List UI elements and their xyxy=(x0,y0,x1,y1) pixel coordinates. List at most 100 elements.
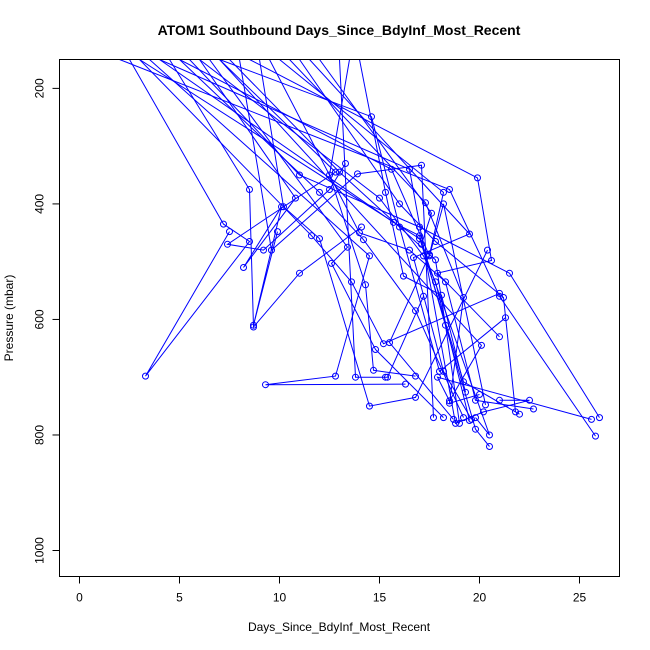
data-point xyxy=(382,373,389,381)
data-point xyxy=(410,254,417,262)
data-point xyxy=(460,414,467,422)
data-point xyxy=(506,269,513,277)
data-point xyxy=(486,443,493,450)
data-point xyxy=(440,414,447,422)
data-point xyxy=(438,291,445,299)
data-point xyxy=(428,209,435,217)
data-point xyxy=(332,168,339,176)
data-point xyxy=(500,294,507,301)
data-point xyxy=(484,246,491,254)
data-point xyxy=(496,289,503,297)
data-point xyxy=(406,246,413,254)
data-point xyxy=(360,236,367,244)
data-point xyxy=(472,425,479,433)
series-line-30 xyxy=(219,59,592,420)
x-axis-label: Days_Since_BdyInf_Most_Recent xyxy=(248,620,431,634)
series-line-13 xyxy=(239,59,434,418)
data-point xyxy=(354,170,361,178)
series-line-14 xyxy=(249,59,500,338)
data-point xyxy=(274,228,281,236)
data-point xyxy=(402,380,409,388)
data-point xyxy=(440,367,447,375)
data-point xyxy=(328,259,335,267)
data-point xyxy=(516,410,523,418)
data-point xyxy=(420,292,427,300)
data-point xyxy=(240,264,247,271)
data-point xyxy=(366,402,373,410)
data-point xyxy=(316,235,323,243)
series-line-12 xyxy=(229,59,460,424)
y-tick-label: 800 xyxy=(33,425,47,445)
data-point xyxy=(382,188,389,196)
data-point xyxy=(418,161,425,169)
x-tick-label: 15 xyxy=(373,591,387,605)
data-point xyxy=(142,372,149,380)
series-line-7 xyxy=(179,59,486,406)
series-line-28 xyxy=(159,59,490,447)
x-tick-label: 10 xyxy=(273,591,287,605)
y-tick-label: 600 xyxy=(33,309,47,329)
data-point xyxy=(326,186,333,193)
data-point xyxy=(260,246,267,254)
data-point xyxy=(432,256,439,264)
plot-frame xyxy=(59,59,620,577)
x-tick-label: 20 xyxy=(473,591,487,605)
data-point xyxy=(526,396,533,404)
data-point xyxy=(336,168,343,176)
data-point xyxy=(446,186,453,193)
data-point xyxy=(432,238,439,245)
series-layer xyxy=(119,59,603,450)
data-point xyxy=(406,165,413,173)
data-point xyxy=(370,366,377,374)
data-point xyxy=(446,397,453,405)
data-point xyxy=(486,431,493,439)
data-point xyxy=(412,307,419,315)
data-point xyxy=(426,251,433,259)
data-point xyxy=(472,396,479,404)
data-point xyxy=(296,171,303,179)
data-point xyxy=(442,278,449,286)
data-point xyxy=(456,419,463,427)
series-line-3 xyxy=(139,59,490,436)
chart-title: ATOM1 Southbound Days_Since_BdyInf_Most_… xyxy=(158,22,521,38)
data-point xyxy=(416,223,423,231)
data-point xyxy=(400,272,407,280)
series-line-23 xyxy=(219,59,346,251)
data-point xyxy=(372,346,379,353)
x-axis: 0 5 10 15 20 25 xyxy=(76,576,586,605)
y-tick-label: 400 xyxy=(33,194,47,214)
data-point xyxy=(262,381,269,389)
data-point xyxy=(412,393,419,401)
series-line-25 xyxy=(328,59,416,377)
data-point xyxy=(450,415,457,423)
data-point xyxy=(278,203,285,211)
y-tick-label: 1000 xyxy=(33,537,47,564)
series-line-2 xyxy=(129,59,251,377)
series-line-26 xyxy=(359,59,466,393)
data-point xyxy=(316,188,323,196)
series-line-18 xyxy=(289,59,480,404)
data-point xyxy=(332,372,339,380)
series-line-15 xyxy=(259,59,488,407)
series-line-22 xyxy=(199,59,297,326)
series-line-10 xyxy=(209,59,444,418)
y-axis: 200 400 600 800 1000 xyxy=(33,78,60,564)
data-point xyxy=(434,269,441,277)
data-point xyxy=(460,294,467,301)
series-line-4 xyxy=(149,59,406,386)
data-point xyxy=(588,415,595,423)
series-line-17 xyxy=(279,59,454,420)
data-point xyxy=(220,220,227,228)
data-point xyxy=(440,188,447,196)
data-point xyxy=(416,232,423,240)
data-point xyxy=(344,243,351,251)
series-line-20 xyxy=(309,59,472,420)
data-point xyxy=(466,230,473,238)
data-point xyxy=(296,269,303,277)
series-line-19 xyxy=(299,59,516,412)
series-line-27 xyxy=(139,59,500,345)
data-point xyxy=(362,281,369,289)
y-tick-label: 200 xyxy=(33,78,47,98)
data-point xyxy=(250,321,257,329)
plot-area xyxy=(59,59,620,577)
